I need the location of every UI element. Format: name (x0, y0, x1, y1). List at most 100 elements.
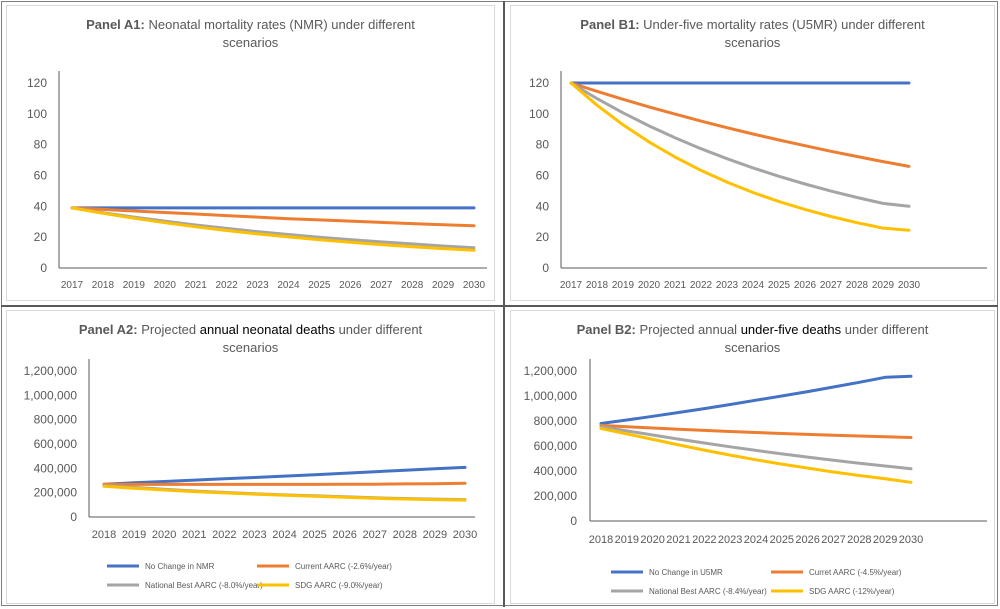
x-tick-label: 2020 (638, 280, 661, 291)
series-line-current (102, 481, 467, 486)
y-tick-label: 20 (536, 230, 550, 244)
x-tick-label: 2021 (185, 280, 208, 291)
x-tick-label: 2023 (242, 529, 266, 541)
x-tick-label: 2029 (873, 534, 897, 546)
panel-a2-label: Panel A2: (78, 322, 138, 337)
x-tick-label: 2030 (453, 529, 477, 541)
series-line-current (70, 206, 476, 228)
x-tick-label: 2019 (612, 280, 635, 291)
panel-a2-title-pre: Projected (141, 322, 200, 337)
horizontal-divider (1, 305, 998, 307)
x-tick-label: 2024 (277, 280, 300, 291)
y-tick-label: 0 (570, 514, 577, 528)
y-tick-label: 1,200,000 (24, 364, 78, 378)
x-tick-label: 2018 (586, 280, 609, 291)
legend-label-sdg: SDG AARC (-12%/year) (809, 587, 895, 596)
y-tick-label: 0 (70, 510, 77, 524)
series-line-national (102, 484, 467, 502)
x-tick-label: 2021 (664, 280, 687, 291)
x-tick-label: 2030 (463, 280, 486, 291)
y-tick-label: 800,000 (34, 413, 78, 427)
series-line-national (70, 206, 476, 250)
chart-a1: 0 20 40 60 80 100 120 2017 2018 2019 2020 2021 2022 2… (27, 71, 487, 291)
x-tick-label: 2018 (589, 534, 613, 546)
panel-a1-title: Panel A1: Neonatal mortality rates (NMR)… (7, 16, 494, 52)
y-tick-label: 1,000,000 (524, 389, 578, 403)
x-tick-label: 2026 (794, 280, 817, 291)
x-tick-label: 2021 (182, 529, 206, 541)
y-tick-label: 600,000 (34, 437, 78, 451)
panel-b1: Panel B1: Under-five mortality rates (U5… (510, 5, 995, 301)
x-tick-label: 2027 (820, 280, 843, 291)
series-line-national (599, 425, 913, 471)
y-tick-label: 1,000,000 (24, 388, 78, 402)
x-tick-label: 2024 (742, 280, 765, 291)
panel-b1-label: Panel B1: (580, 17, 640, 32)
series-line-current (599, 423, 913, 439)
y-tick-label: 80 (536, 138, 550, 152)
panel-a1-label: Panel A1: (86, 17, 145, 32)
y-tick-label: 800,000 (534, 414, 578, 428)
x-tick-label: 2030 (899, 534, 923, 546)
series-line-sdg (70, 206, 476, 252)
series-line-no_change (599, 374, 913, 425)
legend-label-current: Current AARC (-2.6%/year) (295, 562, 392, 571)
x-tick-label: 2029 (432, 280, 455, 291)
panel-b2-label: Panel B2: (576, 322, 636, 337)
x-tick-label: 2020 (152, 529, 176, 541)
vertical-divider (503, 1, 505, 607)
x-tick-label: 2022 (692, 534, 716, 546)
y-tick-label: 40 (536, 199, 550, 213)
panel-b2-title-post: under different scenarios (724, 322, 929, 355)
x-tick-label: 2019 (122, 529, 146, 541)
x-tick-label: 2023 (246, 280, 269, 291)
x-tick-label: 2022 (690, 280, 713, 291)
y-tick-label: 200,000 (534, 489, 578, 503)
chart-b2: 0 200,000 400,000 600,000 800,000 1,000,000 1,… (524, 359, 987, 596)
x-tick-label: 2027 (370, 280, 393, 291)
x-tick-label: 2025 (770, 534, 794, 546)
legend-label-current: Curret AARC (-4.5%/year) (809, 568, 902, 577)
series-line-sdg (599, 427, 913, 484)
x-tick-label: 2027 (821, 534, 845, 546)
y-tick-label: 60 (34, 169, 48, 183)
x-tick-label: 2018 (92, 529, 116, 541)
panel-b2: Panel B2: Projected annual under-five de… (510, 310, 995, 604)
x-tick-label: 2020 (640, 534, 664, 546)
x-tick-label: 2020 (154, 280, 177, 291)
panel-a2-title-post: under different scenarios (222, 322, 423, 355)
y-tick-label: 120 (27, 76, 47, 90)
y-tick-label: 100 (27, 107, 47, 121)
x-tick-label: 2028 (846, 280, 869, 291)
panel-a1: Panel A1: Neonatal mortality rates (NMR)… (6, 5, 495, 301)
y-tick-label: 400,000 (34, 461, 78, 475)
legend-label-no_change: No Change in U5MR (649, 568, 723, 577)
x-tick-label: 2028 (393, 529, 417, 541)
x-tick-label: 2029 (872, 280, 895, 291)
x-tick-label: 2026 (332, 529, 356, 541)
y-tick-label: 40 (34, 199, 48, 213)
y-tick-label: 0 (40, 261, 47, 275)
chart-a2: 0 200,000 400,000 600,000 800,000 1,000,000 1,… (24, 359, 477, 590)
panel-b2-title-pre: Projected annual (639, 322, 741, 337)
x-tick-label: 2019 (123, 280, 146, 291)
y-tick-label: 120 (529, 76, 549, 90)
panel-a2-title: Panel A2: Projected annual neonatal deat… (7, 321, 494, 357)
panel-b1-title-text: Under-five mortality rates (U5MR) under … (643, 17, 925, 50)
series-line-no_change (102, 465, 467, 486)
x-tick-label: 2025 (308, 280, 331, 291)
y-tick-label: 200,000 (34, 486, 78, 500)
legend-label-national: National Best AARC (-8.0%/year) (145, 581, 263, 590)
series-line-national (569, 81, 911, 208)
y-tick-label: 0 (542, 261, 549, 275)
x-tick-label: 2022 (215, 280, 238, 291)
panel-b1-title: Panel B1: Under-five mortality rates (U5… (511, 16, 994, 52)
x-tick-label: 2022 (212, 529, 236, 541)
y-tick-label: 400,000 (534, 464, 578, 478)
x-tick-label: 2029 (423, 529, 447, 541)
panel-a2: Panel A2: Projected annual neonatal deat… (6, 310, 495, 604)
x-tick-label: 2017 (61, 280, 84, 291)
y-tick-label: 60 (536, 169, 550, 183)
